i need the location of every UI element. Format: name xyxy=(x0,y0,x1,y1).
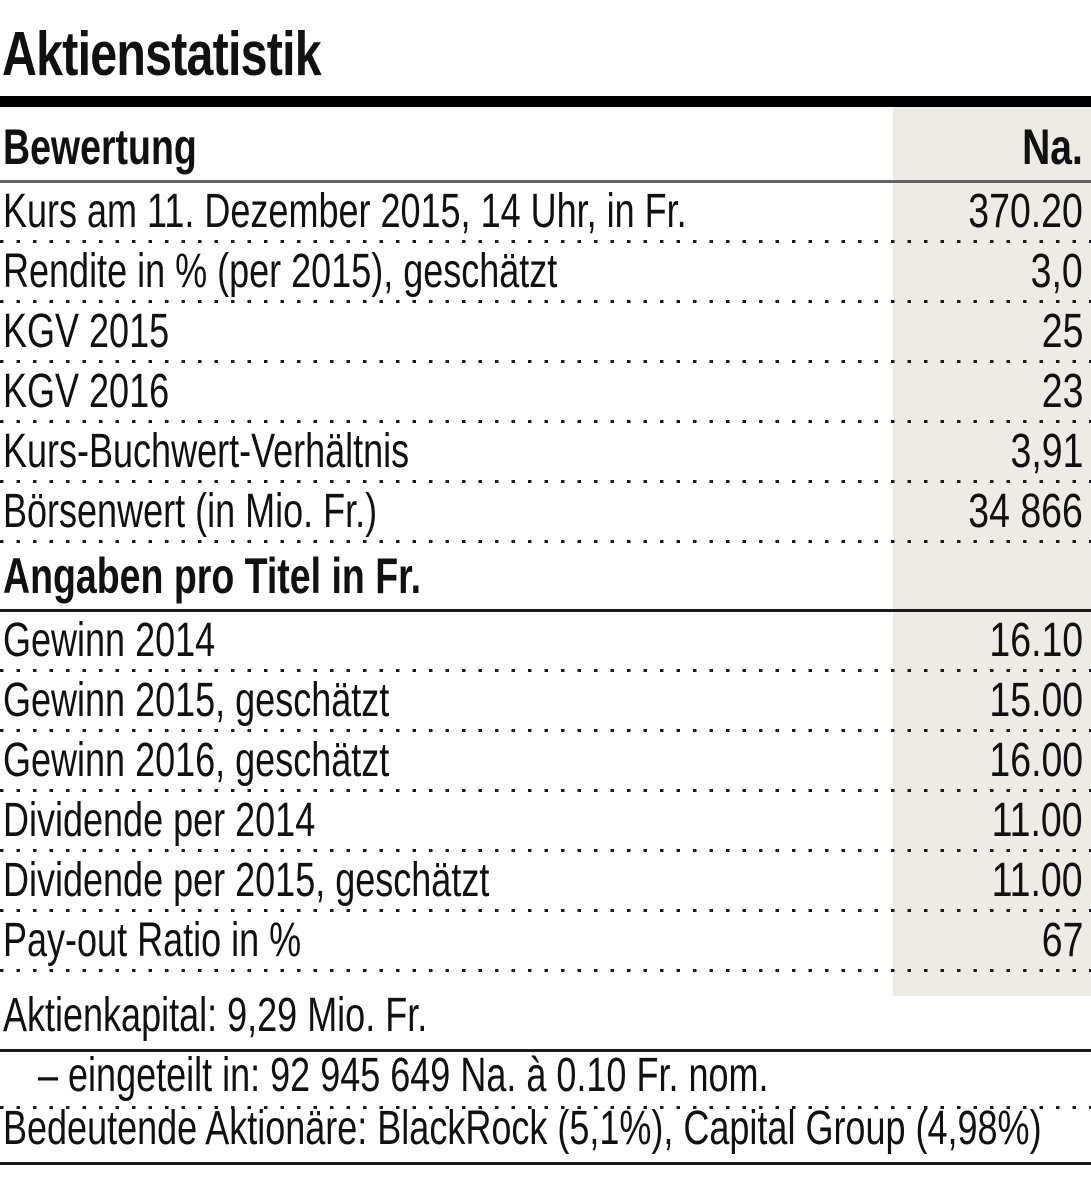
footer-note-shareholders-text: Bedeutende Aktionäre: BlackRock (5,1%), … xyxy=(3,1102,1042,1155)
row-value: 34 866 xyxy=(968,485,1083,538)
table-row: Pay-out Ratio in % 67 xyxy=(0,912,1091,972)
row-value: 3,0 xyxy=(1030,245,1083,298)
row-value: 16.00 xyxy=(989,734,1083,787)
footer-note-capital: Aktienkapital: 9,29 Mio. Fr. xyxy=(0,992,1091,1052)
row-value: 23 xyxy=(1041,365,1083,418)
table-row: Kurs am 11. Dezember 2015, 14 Uhr, in Fr… xyxy=(0,183,1091,243)
row-label: Gewinn 2014 xyxy=(3,614,216,667)
row-label: Kurs-Buchwert-Verhältnis xyxy=(3,425,410,478)
stats-table: Bewertung Na. Kurs am 11. Dezember 2015,… xyxy=(0,107,1091,996)
row-label: Kurs am 11. Dezember 2015, 14 Uhr, in Fr… xyxy=(3,185,687,238)
row-label: KGV 2016 xyxy=(3,365,170,418)
section-header: Bewertung Na. xyxy=(0,107,1091,183)
row-value: 16.10 xyxy=(989,614,1083,667)
table-row: Gewinn 2015, geschätzt 15.00 xyxy=(0,672,1091,732)
footer-note-split: – eingeteilt in: 92 945 649 Na. à 0.10 F… xyxy=(0,1052,1091,1109)
table-section: Bewertung Na. Kurs am 11. Dezember 2015,… xyxy=(0,107,1091,543)
table-row: Dividende per 2014 11.00 xyxy=(0,792,1091,852)
section-header: Angaben pro Titel in Fr. xyxy=(0,543,1091,612)
table-row: KGV 2016 23 xyxy=(0,363,1091,423)
column-header-unit: Na. xyxy=(1022,119,1083,175)
row-value: 15.00 xyxy=(989,674,1083,727)
row-value: 3,91 xyxy=(1010,425,1083,478)
row-label: Rendite in % (per 2015), geschätzt xyxy=(3,245,558,298)
table-section: Angaben pro Titel in Fr. Gewinn 2014 16.… xyxy=(0,543,1091,972)
table-row: Gewinn 2014 16.10 xyxy=(0,612,1091,672)
table-row: Kurs-Buchwert-Verhältnis 3,91 xyxy=(0,423,1091,483)
section-rows: Gewinn 2014 16.10 Gewinn 2015, geschätzt… xyxy=(0,612,1091,972)
masthead-rule xyxy=(0,96,1091,107)
footer-note-shareholders: Bedeutende Aktionäre: BlackRock (5,1%), … xyxy=(0,1105,1091,1165)
section-header-label: Angaben pro Titel in Fr. xyxy=(3,548,422,604)
row-label: KGV 2015 xyxy=(3,305,170,358)
table-row: Rendite in % (per 2015), geschätzt 3,0 xyxy=(0,243,1091,303)
row-label: Dividende per 2015, geschätzt xyxy=(3,854,490,907)
footer-note-capital-text: Aktienkapital: 9,29 Mio. Fr. xyxy=(3,989,428,1042)
section-header-label: Bewertung xyxy=(3,119,197,175)
row-value: 11.00 xyxy=(992,854,1083,907)
row-value: 370.20 xyxy=(968,185,1083,238)
row-label: Börsenwert (in Mio. Fr.) xyxy=(3,485,378,538)
table-row: Börsenwert (in Mio. Fr.) 34 866 xyxy=(0,483,1091,543)
row-value: 67 xyxy=(1041,914,1083,967)
row-label: Dividende per 2014 xyxy=(3,794,316,847)
footer-note-split-text: – eingeteilt in: 92 945 649 Na. à 0.10 F… xyxy=(38,1049,769,1102)
masthead: Aktienstatistik xyxy=(0,0,1091,96)
row-label: Gewinn 2016, geschätzt xyxy=(3,734,390,787)
table-row: Gewinn 2016, geschätzt 16.00 xyxy=(0,732,1091,792)
table-row: KGV 2015 25 xyxy=(0,303,1091,363)
row-label: Gewinn 2015, geschätzt xyxy=(3,674,390,727)
row-label: Pay-out Ratio in % xyxy=(3,914,302,967)
row-value: 11.00 xyxy=(992,794,1083,847)
row-value: 25 xyxy=(1041,305,1083,358)
page-title: Aktienstatistik xyxy=(2,20,322,89)
table-row: Dividende per 2015, geschätzt 11.00 xyxy=(0,852,1091,912)
footer-notes: Aktienkapital: 9,29 Mio. Fr. – eingeteil… xyxy=(0,992,1091,1165)
section-rows: Kurs am 11. Dezember 2015, 14 Uhr, in Fr… xyxy=(0,183,1091,543)
